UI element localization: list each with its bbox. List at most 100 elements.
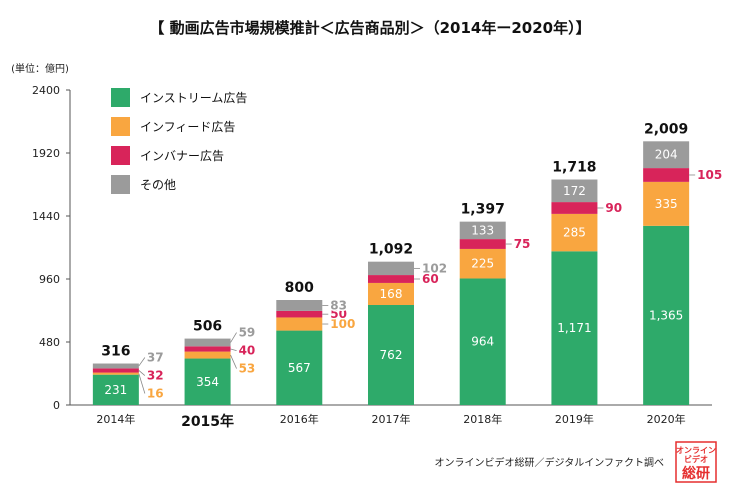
x-tick-label: 2019年 [555, 412, 594, 426]
unit-label: (単位：億円) [11, 62, 69, 75]
legend-swatch [111, 175, 130, 194]
bar-segment [551, 202, 598, 214]
data-label: 285 [563, 226, 586, 240]
bar-segment [184, 346, 231, 352]
data-label: 100 [330, 317, 355, 331]
data-label: 964 [471, 335, 494, 349]
data-label: 102 [422, 261, 447, 275]
x-tick-label: 2015年 [181, 413, 234, 430]
bar-segment [276, 330, 323, 405]
bar-segment [276, 310, 323, 318]
bar-segment [92, 372, 139, 375]
bar-segment [459, 221, 506, 240]
data-label: 50 [330, 307, 347, 321]
bar-segment [551, 251, 598, 405]
bar-segment [368, 261, 414, 276]
data-label: 90 [605, 201, 622, 215]
bar-segment [368, 275, 414, 283]
axes: 0 480 960 1440 1920 2400 2014年 2015年 2016年 2017年 2… [32, 84, 712, 430]
y-tick-label: 2400 [32, 84, 60, 97]
y-tick-label: 1920 [32, 147, 60, 160]
bar-segment [184, 358, 231, 405]
data-label: 204 [655, 148, 678, 162]
bar-segment [459, 239, 506, 249]
legend-label: インストリーム広告 [140, 91, 247, 105]
callout-line [138, 357, 146, 367]
x-tick-label: 2018年 [463, 412, 502, 426]
callout-line [230, 354, 237, 369]
data-label: 83 [330, 298, 347, 312]
bar-segment [368, 282, 414, 305]
legend-swatch [111, 88, 130, 107]
legend-label: その他 [140, 178, 176, 192]
bar-segment [276, 300, 323, 311]
data-label: 40 [239, 344, 256, 358]
bar-segment [459, 278, 506, 405]
y-tick-label: 1440 [32, 210, 60, 223]
bar-segment [92, 368, 139, 373]
bar-segment [276, 317, 323, 331]
data-label: 16 [147, 387, 164, 401]
data-label: 225 [471, 257, 494, 271]
callout-line [230, 332, 237, 343]
x-tick-label: 2014年 [96, 412, 135, 426]
bar-segment [92, 363, 139, 369]
data-label: 75 [514, 237, 531, 251]
data-label: 60 [422, 272, 439, 286]
data-label: 335 [655, 197, 678, 211]
data-label: 32 [147, 369, 164, 383]
bar-segment [551, 213, 598, 252]
legend-label: インバナー広告 [140, 149, 224, 163]
legend-swatch [111, 146, 130, 165]
data-label: 231 [104, 383, 127, 397]
data-label: 59 [239, 326, 256, 340]
total-label: 1,092 [369, 242, 413, 258]
x-tick-label: 2020年 [647, 412, 686, 426]
data-label: 567 [288, 361, 311, 375]
data-label: 1,365 [649, 308, 683, 322]
data-label: 37 [147, 351, 164, 365]
logo-line1: オンライン [676, 446, 716, 455]
y-tick-label: 480 [39, 336, 60, 349]
logo-stamp: オンライン ビデオ 総研 [675, 441, 717, 483]
chart-title: 【 動画広告市場規模推計＜広告商品別＞（2014年ー2020年）】 [149, 19, 590, 37]
bar-segment [643, 225, 690, 405]
data-label: 172 [563, 184, 586, 198]
logo-line2: ビデオ [684, 454, 708, 464]
bar-segment [643, 141, 690, 169]
bar-segment [459, 248, 506, 279]
legend-swatch [111, 117, 130, 136]
data-label: 53 [239, 362, 256, 376]
data-label: 133 [471, 223, 494, 237]
y-tick-label: 0 [53, 399, 60, 412]
callout-line [230, 348, 237, 351]
total-label: 800 [285, 280, 314, 296]
callout-line [138, 373, 146, 394]
data-label: 762 [380, 348, 403, 362]
bar-segment [184, 351, 231, 359]
data-label: 1,171 [557, 321, 591, 335]
logo-line3: 総研 [682, 465, 710, 482]
y-tick-label: 960 [39, 273, 60, 286]
x-tick-label: 2016年 [280, 412, 319, 426]
logo-frame [675, 441, 717, 483]
bar-segment [184, 338, 231, 347]
legend-label: インフィード広告 [140, 120, 235, 134]
data-label: 354 [196, 375, 219, 389]
bar-segment [551, 179, 598, 203]
bar-segment [643, 181, 690, 226]
total-label: 506 [193, 319, 222, 335]
bar-segment [368, 304, 414, 405]
total-label: 2,009 [644, 121, 688, 137]
total-label: 1,397 [461, 202, 505, 218]
bar-segment [643, 168, 690, 182]
source-note: オンラインビデオ総研／デジタルインファクト調べ [435, 456, 665, 469]
total-label: 1,718 [552, 160, 596, 176]
data-label: 105 [697, 168, 722, 182]
total-label: 316 [101, 344, 130, 360]
data-label: 168 [380, 287, 403, 301]
